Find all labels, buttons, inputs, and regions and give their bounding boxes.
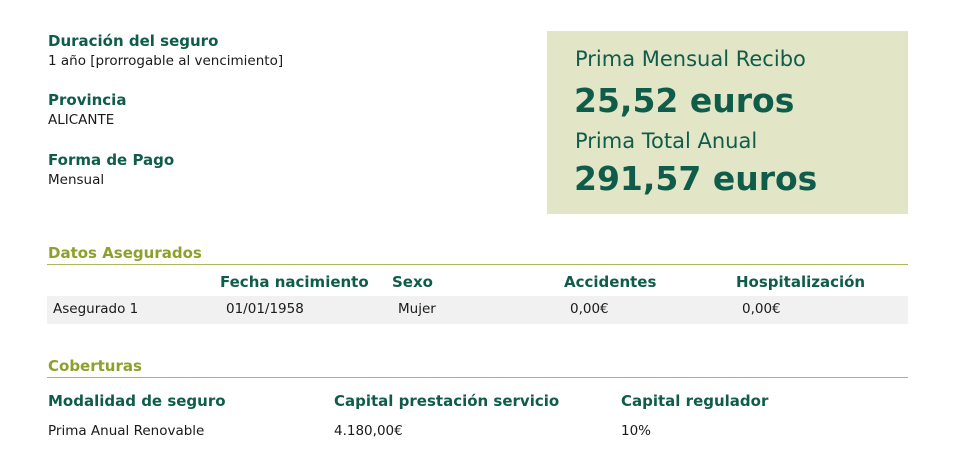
header-modality: Modalidad de seguro — [48, 392, 226, 410]
coverage-modality: Prima Anual Renovable — [48, 423, 205, 439]
insured-name: Asegurado 1 — [53, 301, 139, 317]
province-label: Provincia — [48, 91, 127, 109]
divider — [47, 264, 908, 265]
header-capital-service: Capital prestación servicio — [334, 392, 560, 410]
insured-accidents: 0,00€ — [570, 301, 609, 317]
insured-section-title: Datos Asegurados — [48, 244, 202, 262]
annual-premium-value: 291,57 euros — [574, 159, 818, 198]
header-birthdate: Fecha nacimiento — [220, 273, 369, 291]
insured-hospitalization: 0,00€ — [742, 301, 781, 317]
header-sex: Sexo — [392, 273, 433, 291]
divider — [47, 377, 908, 378]
monthly-premium-value: 25,52 euros — [574, 81, 795, 120]
coverages-section-title: Coberturas — [48, 357, 142, 375]
premium-box: Prima Mensual Recibo 25,52 euros Prima T… — [547, 31, 908, 214]
header-capital-regulator: Capital regulador — [621, 392, 769, 410]
duration-label: Duración del seguro — [48, 32, 219, 50]
coverage-capital-regulator: 10% — [621, 423, 652, 439]
duration-value: 1 año [prorrogable al vencimiento] — [48, 53, 284, 69]
header-hospitalization: Hospitalización — [736, 273, 866, 291]
insured-birthdate: 01/01/1958 — [226, 301, 304, 317]
insured-sex: Mujer — [398, 301, 436, 317]
province-value: ALICANTE — [48, 112, 115, 128]
payment-value: Mensual — [48, 172, 105, 188]
coverage-capital-service: 4.180,00€ — [334, 423, 403, 439]
header-accidents: Accidentes — [564, 273, 657, 291]
monthly-premium-label: Prima Mensual Recibo — [575, 47, 806, 71]
table-row — [47, 296, 908, 324]
annual-premium-label: Prima Total Anual — [575, 129, 758, 153]
payment-label: Forma de Pago — [48, 151, 175, 169]
